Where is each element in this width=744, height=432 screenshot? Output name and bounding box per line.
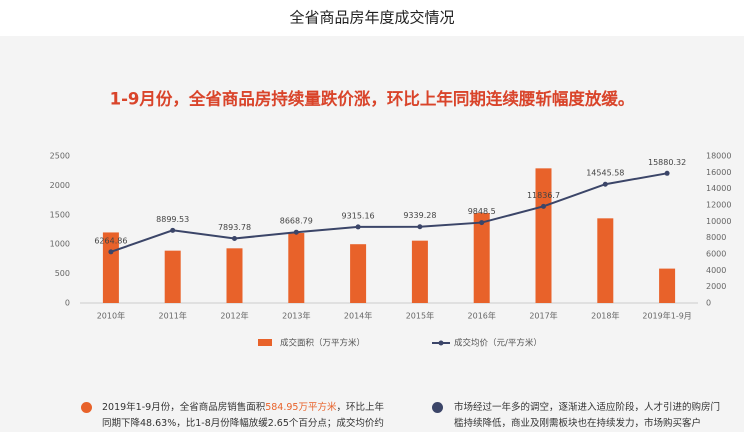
line-point — [417, 224, 423, 230]
note-text: 市场经过一年多的调空，逐渐进入适应阶段，人才引进的购房门槛持续降低，商业及刚需板… — [454, 402, 721, 429]
y2-tick-label: 12000 — [706, 201, 731, 210]
line-point — [479, 220, 485, 226]
note-text: ，环比上年同期下降48.63%，比1-8月份降幅放缓2.65个百分点；成交均价约 — [102, 402, 384, 429]
note-highlight: 584.95万平方米 — [265, 402, 337, 413]
value-label: 9339.28 — [403, 211, 436, 220]
value-label: 8899.53 — [156, 215, 189, 224]
x-tick-label: 2010年 — [97, 311, 125, 321]
bar — [659, 268, 676, 303]
y2-tick-label: 14000 — [706, 184, 731, 193]
line-point — [664, 170, 670, 176]
bar — [226, 248, 243, 303]
line-point — [541, 203, 546, 209]
note-text: 2019年1-9月份，全省商品房销售面积 — [102, 402, 266, 413]
line-point — [232, 236, 237, 242]
y2-tick-label: 4000 — [706, 266, 726, 275]
x-tick-label: 2014年 — [344, 311, 372, 321]
x-tick-label: 2017年 — [529, 311, 557, 321]
bar — [350, 244, 367, 303]
note: 2019年1-9月份，全省商品房销售面积584.95万平方米，环比上年同期下降4… — [102, 400, 384, 432]
y-tick-label: 0 — [65, 299, 70, 308]
x-tick-label: 2016年 — [468, 311, 496, 321]
chart-title: 全省商品房年度成交情况 — [289, 9, 454, 27]
x-tick-label: 2013年 — [282, 311, 310, 321]
x-tick-label: 2012年 — [220, 311, 248, 321]
y2-tick-label: 10000 — [706, 217, 731, 226]
bar — [411, 240, 428, 303]
y-tick-label: 2000 — [50, 181, 70, 190]
bar — [288, 233, 305, 303]
x-tick-label: 2015年 — [406, 311, 434, 321]
y-tick-label: 500 — [55, 269, 70, 278]
value-label: 9848.5 — [468, 207, 496, 216]
y2-tick-label: 18000 — [706, 152, 731, 161]
note: 市场经过一年多的调空，逐渐进入适应阶段，人才引进的购房门槛持续降低，商业及刚需板… — [454, 400, 724, 432]
legend-swatch — [438, 340, 444, 346]
note-bullet — [432, 402, 443, 413]
value-label: 11836.7 — [527, 191, 560, 200]
bar — [473, 213, 490, 303]
line-point — [170, 227, 176, 233]
x-tick-label: 2018年 — [591, 311, 619, 321]
y-tick-label: 1000 — [50, 240, 70, 249]
legend-label: 成交均价（元/平方米） — [454, 338, 542, 349]
value-label: 6264.86 — [94, 236, 127, 245]
line — [110, 172, 668, 253]
value-label: 9315.16 — [342, 211, 375, 220]
line-point — [108, 249, 114, 255]
header-band — [0, 0, 744, 36]
y2-tick-label: 8000 — [706, 233, 726, 242]
value-label: 8668.79 — [280, 217, 313, 226]
bar — [535, 168, 552, 303]
value-label: 15880.32 — [648, 158, 686, 167]
bar — [164, 250, 181, 303]
y2-tick-label: 6000 — [706, 250, 726, 259]
y2-tick-label: 0 — [706, 299, 711, 308]
y2-tick-label: 2000 — [706, 282, 726, 291]
legend-label: 成交面积（万平方米） — [280, 338, 365, 349]
y-tick-label: 2500 — [50, 152, 70, 161]
bar — [597, 218, 614, 303]
legend-swatch — [258, 339, 272, 346]
line-point — [602, 181, 608, 187]
y-tick-label: 1500 — [50, 210, 70, 219]
value-label: 14545.58 — [586, 169, 624, 178]
note-bullet — [81, 402, 92, 413]
headline: 1-9月份，全省商品房持续量跌价涨，环比上年同期连续腰斩幅度放缓。 — [110, 89, 635, 109]
line-point — [355, 224, 361, 230]
value-label: 7893.78 — [218, 223, 251, 232]
line-point — [293, 229, 299, 235]
x-tick-label: 2011年 — [159, 311, 187, 321]
y2-tick-label: 16000 — [706, 168, 731, 177]
x-tick-label: 2019年1-9月 — [642, 311, 691, 321]
